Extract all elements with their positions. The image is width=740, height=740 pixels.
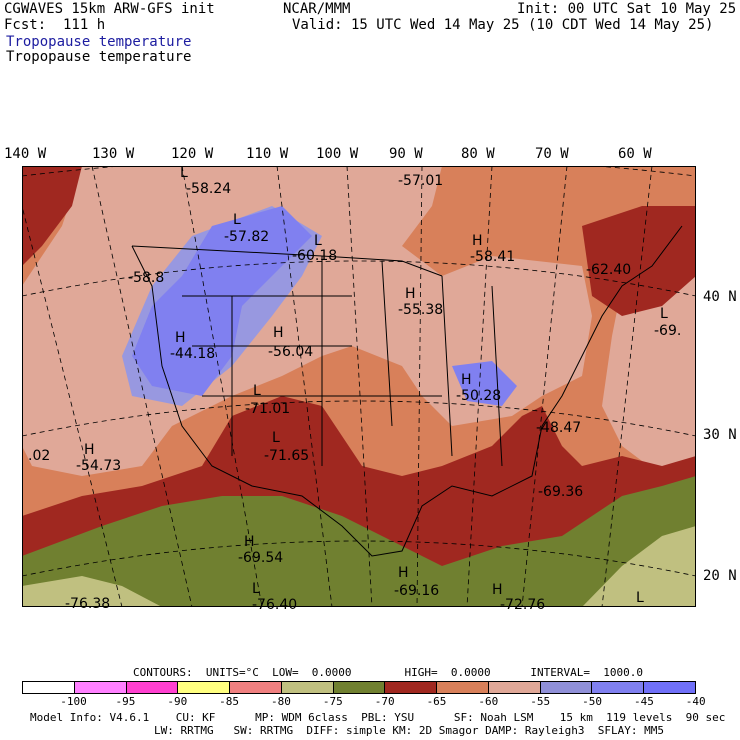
map-frame	[22, 166, 696, 607]
center-value: -54.73	[76, 458, 122, 474]
shade-minus75-e	[582, 526, 696, 607]
center-symbol: H	[398, 565, 409, 581]
center-value: -69.16	[394, 583, 440, 599]
center-symbol: L	[233, 212, 241, 228]
shade-minus45-b	[452, 361, 517, 406]
forecast-hour: Fcst: 111 h	[4, 17, 106, 33]
center-symbol: H	[461, 372, 472, 388]
legend-label: -45	[633, 695, 654, 708]
field-subtitle: Tropopause temperature	[6, 49, 192, 65]
center-value: -44.18	[170, 346, 216, 362]
lat-label: 20 N	[703, 568, 737, 584]
legend-swatch	[126, 682, 179, 693]
center-symbol: H	[492, 582, 503, 598]
center-value: -60.18	[292, 248, 338, 264]
legend-label: -100	[60, 695, 87, 708]
lon-label: 110 W	[246, 146, 289, 162]
legend-label: -95	[115, 695, 136, 708]
shade-minus65-w	[22, 166, 82, 266]
legend-label: -60	[478, 695, 499, 708]
center-symbol: H	[175, 330, 186, 346]
legend-label: -90	[167, 695, 188, 708]
legend-label: -85	[219, 695, 240, 708]
legend-label: -65	[426, 695, 447, 708]
shade-minus65-ne	[582, 206, 696, 316]
contours-info: CONTOURS: UNITS=°C LOW= 0.0000 HIGH= 0.0…	[133, 666, 643, 679]
center-symbol: L	[272, 430, 280, 446]
center-value: -48.47	[536, 420, 582, 436]
center-value: -69.	[654, 323, 682, 339]
center-symbol: L	[660, 306, 668, 322]
legend-label: -75	[322, 695, 343, 708]
shade-minus75	[22, 576, 162, 607]
boundaries	[131, 225, 683, 557]
center-value: -56.04	[268, 344, 314, 360]
center-value: -71.01	[245, 401, 291, 417]
lon-label: 60 W	[618, 146, 652, 162]
legend-swatch	[74, 682, 127, 693]
lon-label: 70 W	[535, 146, 569, 162]
valid-time: Valid: 15 UTC Wed 14 May 25 (10 CDT Wed …	[292, 17, 714, 33]
legend-swatch	[385, 682, 438, 693]
center-symbol: H	[472, 233, 483, 249]
legend-swatch	[644, 682, 695, 693]
tropopause-temperature-map	[22, 166, 696, 607]
center-symbol: H	[244, 534, 255, 550]
lon-label: 130 W	[92, 146, 135, 162]
center-value: -55.38	[398, 302, 444, 318]
lat-label: 30 N	[703, 427, 737, 443]
init-time: Init: 00 UTC Sat 10 May 25	[517, 1, 737, 17]
center-value: -58.8	[128, 270, 165, 286]
center-value: -57.01	[398, 173, 444, 189]
lon-label: 100 W	[316, 146, 359, 162]
legend-swatch	[488, 682, 541, 693]
color-legend	[22, 681, 696, 694]
lon-label: 120 W	[171, 146, 214, 162]
legend-swatch	[437, 682, 489, 693]
org-label: NCAR/MMM	[283, 1, 351, 17]
model-info: Model Info: V4.6.1 CU: KF MP: WDM 6class…	[30, 711, 726, 724]
center-symbol: L	[252, 581, 260, 597]
center-value: -72.76	[500, 597, 546, 613]
legend-swatch	[281, 682, 334, 693]
physics-info: LW: RRTMG SW: RRTMG DIFF: simple KM: 2D …	[154, 724, 664, 737]
lon-label: 80 W	[461, 146, 495, 162]
center-symbol: L	[253, 383, 261, 399]
lat-label: 40 N	[703, 289, 737, 305]
center-value: -71.65	[264, 448, 310, 464]
legend-swatch	[540, 682, 593, 693]
legend-label: -70	[374, 695, 395, 708]
center-value: -62.40	[586, 262, 632, 278]
center-symbol: H	[273, 325, 284, 341]
center-value: -69.36	[538, 484, 584, 500]
field-title: Tropopause temperature	[6, 34, 192, 50]
center-symbol: L	[180, 165, 188, 181]
legend-swatch	[23, 682, 75, 693]
center-value: -58.41	[470, 249, 516, 265]
legend-label: -40	[685, 695, 706, 708]
center-value: -69.54	[238, 550, 284, 566]
legend-swatch	[333, 682, 386, 693]
center-symbol: L	[314, 233, 322, 249]
legend-label: -50	[582, 695, 602, 708]
legend-label: -80	[271, 695, 291, 708]
legend-swatch	[592, 682, 645, 693]
center-value: -57.82	[224, 229, 270, 245]
center-value: -50.28	[456, 388, 502, 404]
shade-minus70	[22, 476, 696, 607]
model-title: CGWAVES 15km ARW-GFS init	[4, 1, 215, 17]
lon-label: 90 W	[389, 146, 423, 162]
center-value: -76.38	[65, 596, 111, 612]
center-value: .02	[28, 448, 51, 464]
shade-minus55-e	[602, 276, 696, 476]
center-symbol: H	[84, 442, 95, 458]
center-symbol: L	[636, 590, 644, 606]
center-value: -58.24	[186, 181, 232, 197]
center-symbol: H	[405, 286, 416, 302]
center-value: -76.40	[252, 597, 298, 613]
legend-swatch	[230, 682, 282, 693]
legend-label: -55	[530, 695, 551, 708]
legend-swatch	[178, 682, 231, 693]
lon-label: 140 W	[4, 146, 47, 162]
